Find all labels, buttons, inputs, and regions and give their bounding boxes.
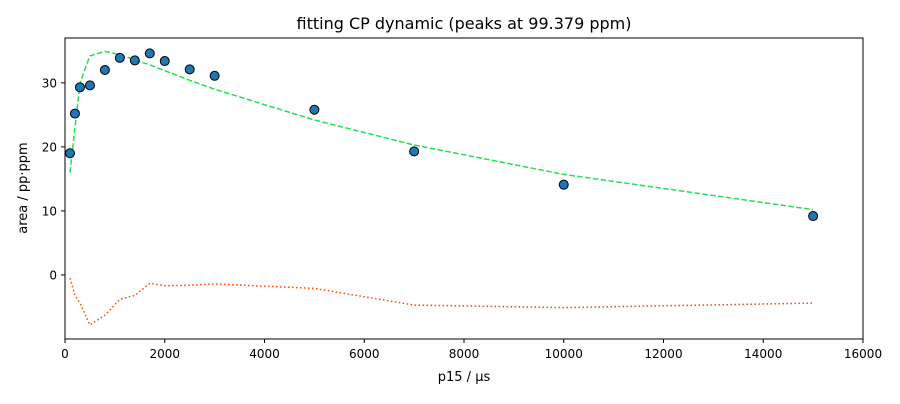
data-point [129,55,140,66]
x-tick-label: 6000 [349,347,380,361]
x-tick-label: 14000 [744,347,782,361]
data-point [114,52,125,63]
data-point [159,56,170,67]
data-point [69,108,80,119]
plot-area: 0 2000 4000 6000 8000 10000 12000 14000 16000 0 10… [42,48,882,361]
data-point [99,65,110,76]
x-tick-label: 12000 [644,347,682,361]
x-tick-label: 8000 [449,347,480,361]
y-axis-label: area / pp·ppm [16,142,31,233]
data-point [184,64,195,75]
data-point [808,211,819,222]
data-point [209,70,220,81]
residual-curve [69,277,814,326]
x-tick-label: 16000 [844,347,882,361]
data-point [144,48,155,59]
fit-curve [69,50,814,211]
y-tick-label: 30 [42,76,57,90]
y-tick-label: 0 [49,268,57,282]
data-point [309,104,320,115]
x-tick-label: 4000 [249,347,280,361]
data-point [409,146,420,157]
x-tick-label: 2000 [149,347,180,361]
x-axis-label: p15 / µs [438,370,491,385]
data-point [558,179,569,190]
y-tick-label: 20 [42,140,57,154]
x-tick-label: 0 [61,347,69,361]
y-tick-label: 10 [42,204,57,218]
x-tick-label: 10000 [545,347,583,361]
chart-title: fitting CP dynamic (peaks at 99.379 ppm) [297,14,632,33]
data-point [74,82,85,93]
data-point [64,148,75,159]
data-point [84,80,95,91]
plot-frame [64,37,864,340]
